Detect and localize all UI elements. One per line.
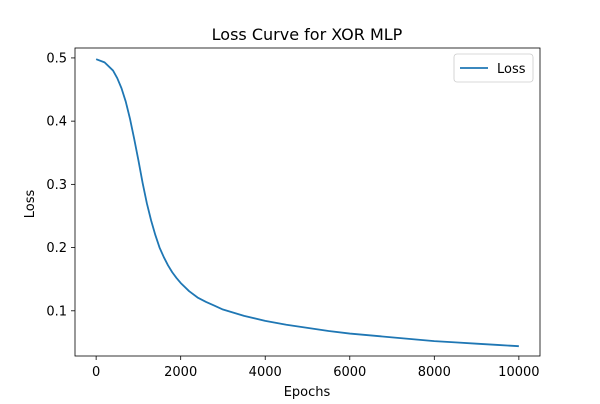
y-axis-label: Loss: [23, 190, 38, 219]
y-tick-label: 0.4: [46, 115, 67, 130]
x-tick-label: 0: [92, 365, 100, 380]
y-tick-label: 0.2: [46, 241, 67, 256]
x-tick-label: 10000: [498, 365, 539, 380]
y-tick-label: 0.3: [46, 178, 67, 193]
y-axis-ticks: 0.1 0.2 0.3 0.4 0.5: [46, 51, 75, 319]
x-tick-label: 4000: [249, 365, 282, 380]
x-axis-ticks: 0 2000 4000 6000 8000 10000: [92, 356, 540, 380]
series-line-loss: [95, 58, 519, 348]
x-tick-label: 8000: [418, 365, 451, 380]
legend: Loss: [453, 53, 534, 83]
x-axis-label: Epochs: [284, 385, 331, 400]
y-tick-label: 0.1: [46, 304, 67, 319]
series-layer: [95, 58, 519, 348]
chart-title: Loss Curve for XOR MLP: [212, 25, 403, 44]
legend-box: [453, 53, 534, 83]
x-tick-label: 6000: [333, 365, 366, 380]
plot-frame: [74, 47, 541, 357]
x-tick-label: 2000: [164, 365, 197, 380]
legend-label-loss: Loss: [497, 62, 526, 77]
y-tick-label: 0.5: [46, 51, 67, 66]
